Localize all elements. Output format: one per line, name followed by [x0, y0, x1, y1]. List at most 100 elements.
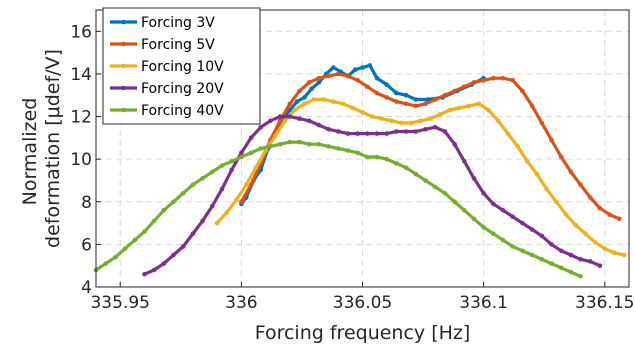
- data-point: [268, 118, 273, 124]
- data-point: [520, 220, 525, 226]
- data-point: [326, 73, 331, 79]
- data-point: [374, 154, 380, 160]
- data-point: [302, 95, 307, 100]
- x-tick-label: 335.95: [90, 293, 149, 313]
- data-point: [229, 159, 234, 164]
- data-point: [345, 73, 351, 79]
- data-point: [287, 114, 293, 119]
- data-point: [180, 190, 186, 196]
- data-point: [544, 186, 549, 192]
- data-point: [612, 250, 617, 256]
- data-point: [491, 231, 496, 236]
- data-point: [331, 65, 336, 70]
- data-point: [457, 105, 462, 111]
- legend-marker: [121, 107, 126, 113]
- data-point: [331, 99, 336, 104]
- data-point: [510, 78, 515, 83]
- data-point: [510, 244, 515, 249]
- data-point: [529, 252, 535, 258]
- legend-entry: Forcing 20V: [110, 81, 224, 97]
- data-point: [462, 208, 467, 213]
- y-axis-label-line-1: Normalized: [19, 98, 41, 206]
- x-tick-label: 336.15: [575, 293, 634, 313]
- data-point: [491, 201, 496, 207]
- data-point: [345, 131, 351, 136]
- ticks: [96, 30, 606, 288]
- legend-label: Forcing 40V: [141, 103, 224, 119]
- data-point: [481, 225, 486, 230]
- data-point: [587, 195, 593, 200]
- data-point: [379, 116, 385, 121]
- data-point: [132, 237, 138, 243]
- data-point: [200, 218, 205, 224]
- data-point: [529, 103, 535, 109]
- y-axis-label-line-2: deformation [μdef/V]: [42, 49, 64, 248]
- data-point: [413, 103, 419, 109]
- data-point: [214, 220, 220, 226]
- data-point: [399, 120, 404, 126]
- data-point: [161, 261, 167, 266]
- data-point: [452, 199, 457, 205]
- data-point: [539, 233, 545, 239]
- data-point: [500, 75, 506, 81]
- data-point: [403, 165, 409, 170]
- data-point: [287, 101, 293, 107]
- data-point: [428, 116, 433, 121]
- data-point: [597, 263, 603, 269]
- data-point: [524, 159, 530, 164]
- data-point: [617, 216, 622, 222]
- legend-label: Forcing 5V: [141, 37, 215, 53]
- x-tick-label: 336: [225, 293, 257, 313]
- data-point: [384, 156, 390, 162]
- data-point: [277, 114, 283, 119]
- data-point: [374, 75, 380, 81]
- data-point: [345, 148, 351, 153]
- data-point: [171, 252, 176, 258]
- data-point: [365, 84, 370, 89]
- data-point: [549, 137, 554, 143]
- data-point: [549, 261, 554, 266]
- data-point: [336, 71, 341, 77]
- data-point: [336, 129, 341, 134]
- data-point: [306, 80, 312, 85]
- data-point: [384, 95, 390, 100]
- data-point: [491, 75, 496, 81]
- data-point: [578, 257, 583, 262]
- data-point: [549, 242, 554, 247]
- data-point: [190, 231, 196, 236]
- data-point: [316, 141, 322, 147]
- data-point: [573, 222, 578, 228]
- data-point: [558, 154, 564, 160]
- y-tick-label: 8: [81, 193, 92, 213]
- legend-entry: Forcing 3V: [110, 15, 215, 31]
- y-tick-label: 4: [81, 278, 92, 298]
- series-line: [95, 140, 582, 278]
- data-point: [568, 269, 574, 275]
- data-point: [442, 129, 448, 134]
- data-point: [287, 139, 293, 145]
- data-point: [219, 163, 225, 168]
- data-point: [481, 78, 486, 83]
- data-point: [352, 67, 358, 72]
- data-point: [403, 92, 409, 98]
- data-point: [180, 244, 186, 249]
- data-point: [316, 75, 322, 81]
- data-point: [326, 127, 331, 132]
- data-point: [239, 199, 244, 205]
- data-point: [515, 144, 520, 149]
- data-point: [568, 169, 574, 175]
- data-point: [529, 227, 535, 232]
- data-point: [309, 86, 314, 92]
- y-tick-label: 6: [81, 235, 92, 255]
- data-point: [423, 127, 428, 132]
- data-point: [142, 229, 147, 234]
- data-point: [558, 265, 564, 271]
- data-point: [369, 114, 375, 119]
- data-point: [389, 118, 394, 124]
- data-point: [476, 101, 482, 107]
- data-point: [534, 171, 540, 177]
- data-point: [539, 120, 545, 126]
- data-point: [360, 65, 365, 70]
- data-point: [224, 210, 230, 215]
- legend-entry: Forcing 40V: [110, 103, 224, 119]
